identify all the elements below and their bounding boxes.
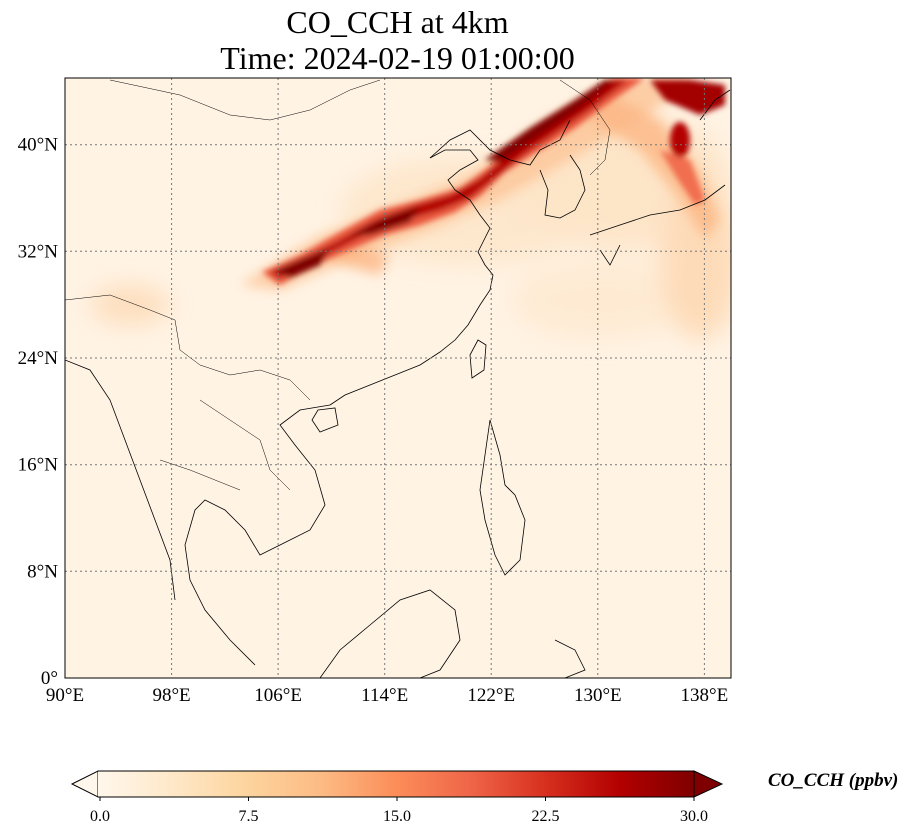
lon-tick-label: 98°E [152,685,190,706]
colorbar-tick-label: 22.5 [532,808,560,825]
lat-tick-label: 24°N [18,348,59,369]
lat-tick-label: 0° [41,668,58,689]
lon-tick-label: 114°E [361,685,408,706]
lon-tick-label: 138°E [681,685,729,706]
concentration-field [65,78,731,678]
plot-title-line1: CO_CCH at 4km [286,4,509,40]
plot-title-line2: Time: 2024-02-19 01:00:00 [220,40,575,76]
colorbar-ticks: 0.0 7.5 15.0 22.5 30.0 [90,797,708,825]
lon-tick-label: 122°E [467,685,515,706]
lat-tick-label: 8°N [27,561,58,582]
colorbar-tick-label: 0.0 [90,808,110,825]
coastlines [65,79,731,678]
lon-tick-label: 90°E [46,685,84,706]
lat-tick-label: 40°N [18,135,59,156]
colorbar-tick-label: 15.0 [383,808,411,825]
colorbar-gradient [98,771,694,797]
lon-tick-label: 130°E [574,685,622,706]
colorbar: 0.0 7.5 15.0 22.5 30.0 [70,770,724,825]
colorbar-tick-label: 7.5 [239,808,259,825]
map-frame [64,77,732,679]
longitude-tick-labels: 90°E 98°E 106°E 114°E 122°E 130°E 138°E [46,685,728,706]
colorbar-label: CO_CCH (ppbv) [768,770,899,791]
colorbar-extend-min [70,770,99,798]
colorbar-tick-label: 30.0 [680,808,708,825]
gridlines [65,78,731,678]
lat-tick-label: 32°N [18,241,59,262]
lon-tick-label: 106°E [254,685,302,706]
lat-tick-label: 16°N [18,455,59,476]
latitude-tick-labels: 0° 8°N 16°N 24°N 32°N 40°N [18,135,59,689]
colorbar-extend-max [693,770,724,798]
